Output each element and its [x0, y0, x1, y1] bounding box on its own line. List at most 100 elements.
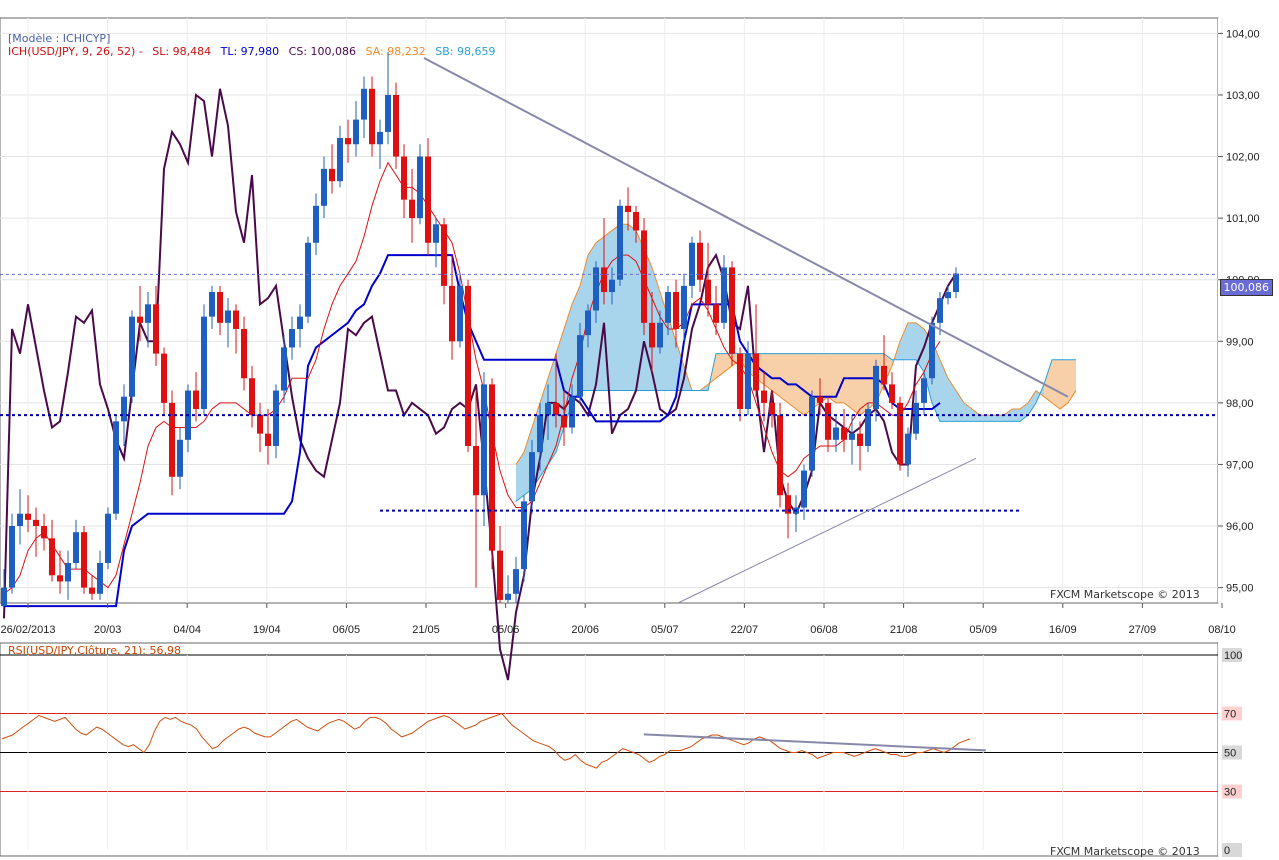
cloud-segment	[1044, 359, 1052, 403]
candle-up	[801, 470, 807, 508]
candle-down	[633, 211, 639, 231]
cloud-segment	[852, 353, 860, 416]
rsi-plot-frame	[0, 642, 1219, 857]
rsi-tick-badge	[1222, 648, 1242, 662]
candle-up	[745, 353, 751, 410]
candle-down	[49, 538, 55, 576]
x-axis: 26/02/2013 20/03 04/04 19/04 06/05 21/05 05/06…	[0, 603, 1236, 636]
candle-down	[153, 304, 159, 354]
cloud-segment	[716, 353, 724, 379]
candle-up	[377, 131, 383, 145]
candle-up	[953, 273, 959, 293]
cloud-segment	[948, 378, 956, 422]
candle-up	[521, 501, 527, 570]
watermark-rsi: FXCM Marketscope © 2013	[1050, 845, 1200, 858]
candle-up	[201, 316, 207, 410]
candle-up	[281, 347, 287, 391]
ichimoku-legend: ICH(USD/JPY, 9, 26, 52) - SL: 98,484 TL:…	[8, 45, 495, 58]
candle-down	[737, 353, 743, 410]
cloud-segment	[564, 304, 572, 428]
candle-up	[313, 205, 319, 243]
candle-up	[129, 316, 135, 397]
candle-down	[825, 402, 831, 440]
cloud-segment	[772, 353, 780, 397]
candle-down	[705, 279, 711, 305]
y-tick-label: 96,00	[1226, 521, 1254, 533]
rsi-tick-label: 30	[1224, 787, 1236, 799]
kijun-sen-line	[4, 254, 941, 608]
model-legend: [Modèle : ICHICYP]	[8, 32, 110, 45]
sb-value: SB: 98,659	[435, 45, 496, 58]
candle-down	[641, 230, 647, 323]
candle-down	[217, 292, 223, 323]
candle-down	[257, 415, 263, 434]
candle-down	[233, 310, 239, 329]
candle-down	[41, 526, 47, 539]
indicator-label: ICH(USD/JPY, 9, 26, 52) -	[8, 45, 143, 58]
candle-up	[937, 298, 943, 323]
candle-up	[505, 593, 511, 600]
candle-up	[569, 396, 575, 428]
candle-up	[905, 433, 911, 465]
x-tick-label: 16/09	[1049, 624, 1077, 636]
rsi-axis: 100 70 50 30 0	[1222, 648, 1242, 857]
x-tick-label: 21/08	[890, 624, 918, 636]
candle-up	[545, 402, 551, 416]
candle-up	[97, 562, 103, 594]
cloud-segment	[828, 353, 836, 403]
cloud-segment	[1028, 390, 1036, 416]
candle-up	[681, 285, 687, 329]
price-axis-strip	[1218, 18, 1279, 603]
cloud-segment	[548, 353, 556, 465]
candle-down	[137, 316, 143, 323]
candle-up	[921, 378, 927, 403]
candle-down	[713, 304, 719, 323]
candle-up	[721, 267, 727, 323]
candle-up	[873, 365, 879, 410]
candle-down	[329, 168, 335, 182]
candle-down	[241, 328, 247, 379]
rsi-tick-badge	[1222, 706, 1242, 721]
rsi-tick-label: 0	[1224, 845, 1230, 857]
candle-down	[345, 138, 351, 145]
candle-down	[425, 156, 431, 243]
candle-down	[785, 495, 791, 514]
cloud-segment	[996, 415, 1004, 422]
candle-up	[585, 310, 591, 336]
model-label: [Modèle : ICHICYP]	[8, 32, 111, 45]
candle-up	[833, 427, 839, 440]
candle-up	[177, 439, 183, 477]
candle-down	[57, 575, 63, 582]
candle-down	[649, 322, 655, 348]
cloud-segment	[980, 415, 988, 422]
candle-up	[537, 415, 543, 453]
candle-down	[753, 353, 759, 391]
cloud-segment	[1020, 402, 1028, 422]
tenkan-sen-line	[3, 161, 941, 595]
candle-up	[657, 322, 663, 348]
candle-up	[929, 322, 935, 379]
chart-annotations	[0, 57, 1218, 604]
cloud-segment	[764, 353, 772, 391]
support-trendline	[677, 457, 977, 604]
candle-up	[433, 224, 439, 243]
x-tick-label: 21/05	[412, 624, 440, 636]
candle-up	[809, 396, 815, 471]
candle-up	[417, 156, 423, 219]
x-tick-label: 05/06	[492, 624, 520, 636]
candle-up	[337, 138, 343, 182]
x-tick-label: 05/07	[651, 624, 679, 636]
candles	[1, 51, 959, 607]
y-tick-label: 95,00	[1226, 583, 1254, 595]
x-tick-label: 20/03	[94, 624, 122, 636]
cloud-segment	[972, 409, 980, 422]
current-price-badge: 100,086	[1219, 279, 1273, 296]
candle-down	[193, 390, 199, 410]
candle-up	[865, 409, 871, 446]
cloud-segment	[1068, 359, 1076, 403]
candle-up	[481, 384, 487, 496]
y-tick-label: 104,00	[1226, 28, 1260, 40]
candle-up	[65, 562, 71, 582]
cloud-segment	[1060, 359, 1068, 410]
candle-down	[561, 415, 567, 428]
